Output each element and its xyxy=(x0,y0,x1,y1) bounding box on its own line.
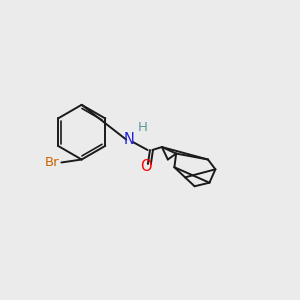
Text: N: N xyxy=(124,132,135,147)
Text: H: H xyxy=(138,121,148,134)
Text: Br: Br xyxy=(44,156,59,169)
Text: O: O xyxy=(141,159,152,174)
